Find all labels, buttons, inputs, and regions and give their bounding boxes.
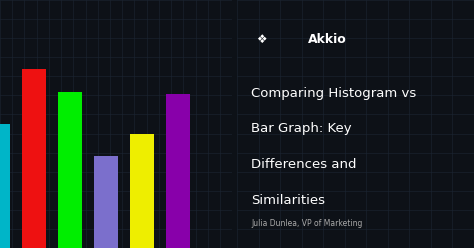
Bar	[94, 156, 118, 248]
Text: ❖: ❖	[256, 33, 266, 46]
Bar	[58, 92, 82, 248]
Text: Julia Dunlea, VP of Marketing: Julia Dunlea, VP of Marketing	[251, 219, 363, 228]
Text: Differences and: Differences and	[251, 158, 357, 171]
Text: Akkio: Akkio	[308, 33, 347, 46]
Bar	[0, 124, 10, 248]
Text: Similarities: Similarities	[251, 194, 325, 207]
Bar	[166, 94, 191, 248]
Text: Bar Graph: Key: Bar Graph: Key	[251, 123, 352, 135]
Bar	[22, 69, 46, 248]
Text: Comparing Histogram vs: Comparing Histogram vs	[251, 87, 417, 99]
Bar	[130, 134, 155, 248]
